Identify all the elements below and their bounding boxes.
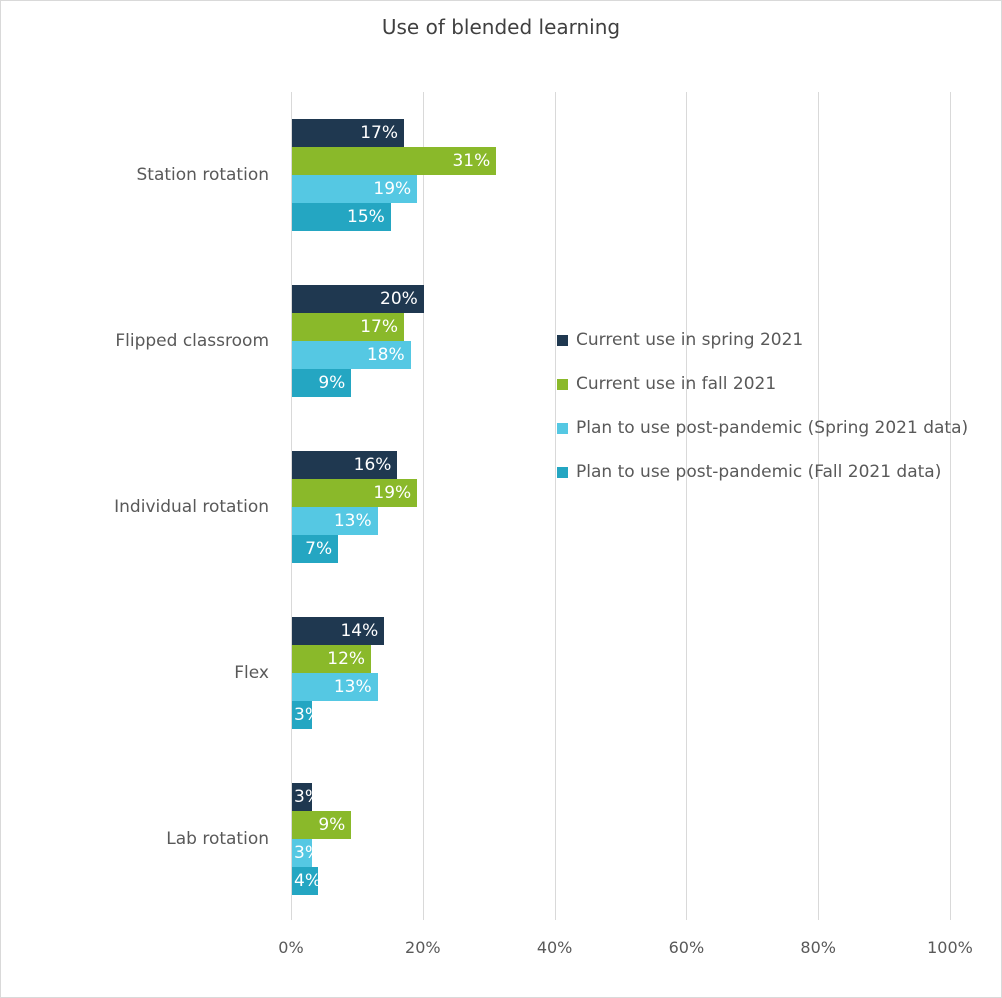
- bar: 13%: [292, 507, 378, 535]
- bar: 31%: [292, 147, 497, 175]
- data-label: 17%: [360, 123, 399, 143]
- bar: 3%: [292, 701, 312, 729]
- gridline: [686, 92, 687, 920]
- category-label: Flipped classroom: [115, 331, 269, 351]
- data-label: 18%: [366, 345, 405, 365]
- data-label: 20%: [380, 289, 418, 309]
- data-label: 19%: [373, 179, 412, 199]
- data-label: 9%: [318, 815, 346, 835]
- gridline: [423, 92, 424, 920]
- data-label: 13%: [333, 511, 372, 531]
- gridline: [818, 92, 819, 920]
- gridline: [555, 92, 556, 920]
- data-label: 16%: [353, 455, 392, 475]
- category-label: Flex: [234, 663, 269, 683]
- x-tick-label: 40%: [536, 938, 573, 957]
- data-label: 17%: [360, 317, 399, 337]
- legend-label: Plan to use post-pandemic (Spring 2021 d…: [576, 418, 969, 438]
- bar: 3%: [292, 839, 312, 867]
- category-label: Individual rotation: [114, 497, 269, 517]
- data-label: 14%: [340, 621, 379, 641]
- legend-label: Current use in fall 2021: [576, 374, 777, 394]
- data-label: 3%: [294, 843, 312, 863]
- gridline: [291, 92, 292, 920]
- data-label: 3%: [294, 705, 312, 725]
- data-label: 3%: [294, 787, 312, 807]
- bar: 14%: [292, 617, 385, 645]
- bar: 16%: [292, 451, 398, 479]
- bar: 9%: [292, 369, 352, 397]
- legend-item: Plan to use post-pandemic (Spring 2021 d…: [557, 406, 968, 450]
- data-label: 7%: [305, 539, 333, 559]
- legend-swatch: [557, 466, 568, 478]
- bar: 19%: [292, 479, 418, 507]
- legend-swatch: [557, 334, 568, 346]
- data-label: 12%: [327, 649, 366, 669]
- bar: 17%: [292, 313, 405, 341]
- x-tick-label: 60%: [668, 938, 705, 957]
- bar: 3%: [292, 783, 312, 811]
- legend: Current use in spring 2021 Current use in…: [557, 318, 968, 494]
- legend-label: Plan to use post-pandemic (Fall 2021 dat…: [576, 462, 942, 482]
- category-label: Station rotation: [136, 165, 269, 185]
- data-label: 4%: [294, 871, 319, 891]
- bar: 19%: [292, 175, 418, 203]
- bar: 17%: [292, 119, 405, 147]
- bar: 20%: [292, 285, 424, 313]
- bar: 12%: [292, 645, 372, 673]
- bar: 4%: [292, 867, 319, 895]
- x-tick-label: 80%: [800, 938, 836, 957]
- bar: 18%: [292, 341, 411, 369]
- legend-swatch: [557, 422, 568, 434]
- data-label: 19%: [373, 483, 412, 503]
- x-tick-label: 20%: [405, 938, 441, 957]
- gridline: [950, 92, 951, 920]
- bar: 13%: [292, 673, 378, 701]
- legend-item: Plan to use post-pandemic (Fall 2021 dat…: [557, 450, 968, 494]
- bar: 9%: [292, 811, 352, 839]
- x-tick-label: 100%: [927, 938, 973, 957]
- legend-item: Current use in spring 2021: [557, 318, 968, 362]
- chart-title: Use of blended learning: [381, 15, 621, 39]
- x-tick-label: 0%: [278, 938, 304, 957]
- bar: 15%: [292, 203, 391, 231]
- data-label: 31%: [452, 151, 491, 171]
- data-label: 13%: [333, 677, 372, 697]
- category-label: Lab rotation: [166, 829, 269, 849]
- data-label: 15%: [347, 207, 385, 227]
- data-label: 9%: [318, 373, 346, 393]
- legend-swatch: [557, 378, 568, 390]
- bar: 7%: [292, 535, 339, 563]
- legend-label: Current use in spring 2021: [576, 330, 804, 350]
- legend-item: Current use in fall 2021: [557, 362, 968, 406]
